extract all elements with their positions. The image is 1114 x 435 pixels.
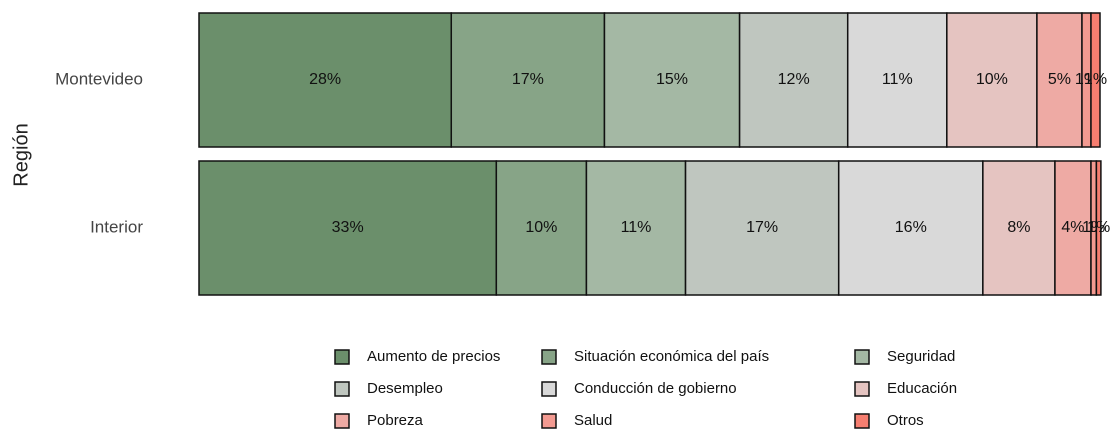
data-label: 15% [656, 71, 688, 88]
data-label: 10% [976, 71, 1008, 88]
legend-swatch [334, 413, 350, 429]
bar-segment [495, 160, 588, 296]
legend-label: Conducción de gobierno [574, 380, 737, 397]
legend-swatch [854, 349, 870, 365]
data-label: 17% [746, 219, 778, 236]
bar-segment [603, 12, 741, 148]
data-label: 1% [1084, 71, 1107, 88]
legend-label: Pobreza [367, 412, 424, 429]
bar-segment [1095, 160, 1102, 296]
bar-segment [1036, 12, 1083, 148]
legend-swatch [854, 381, 870, 397]
legend-swatch [334, 381, 350, 397]
data-label: 16% [895, 219, 927, 236]
data-label: 4% [1061, 219, 1084, 236]
bar-segment [198, 12, 453, 148]
data-label: 1% [1087, 219, 1110, 236]
legend-swatch [334, 349, 350, 365]
category-label: Interior [90, 217, 143, 236]
legend-label: Situación económica del país [574, 348, 769, 365]
bar-segment [684, 160, 840, 296]
data-label: 5% [1048, 71, 1071, 88]
data-label: 28% [309, 71, 341, 88]
legend-swatch [541, 381, 557, 397]
data-label: 11% [621, 219, 652, 236]
bar-segment [846, 12, 948, 148]
data-label: 11% [882, 71, 913, 88]
legend-label: Educación [887, 380, 957, 397]
y-axis-label: Región [10, 123, 32, 186]
legend-label: Salud [574, 412, 612, 429]
bar-segment [1090, 12, 1101, 148]
legend-label: Seguridad [887, 348, 955, 365]
data-label: 10% [525, 219, 557, 236]
legend-swatch [854, 413, 870, 429]
bar-segment [738, 12, 849, 148]
data-label: 33% [332, 219, 364, 236]
data-label: 17% [512, 71, 544, 88]
legend-label: Aumento de precios [367, 348, 500, 365]
data-label: 12% [778, 71, 810, 88]
data-label: 8% [1007, 219, 1030, 236]
bar-segment [450, 12, 606, 148]
bar-segment [946, 12, 1038, 148]
legend-swatch [541, 413, 557, 429]
category-label: Montevideo [55, 69, 143, 88]
bar-segment [982, 160, 1056, 296]
legend-label: Otros [887, 412, 924, 429]
legend-swatch [541, 349, 557, 365]
legend-label: Desempleo [367, 380, 443, 397]
bar-segment [585, 160, 687, 296]
